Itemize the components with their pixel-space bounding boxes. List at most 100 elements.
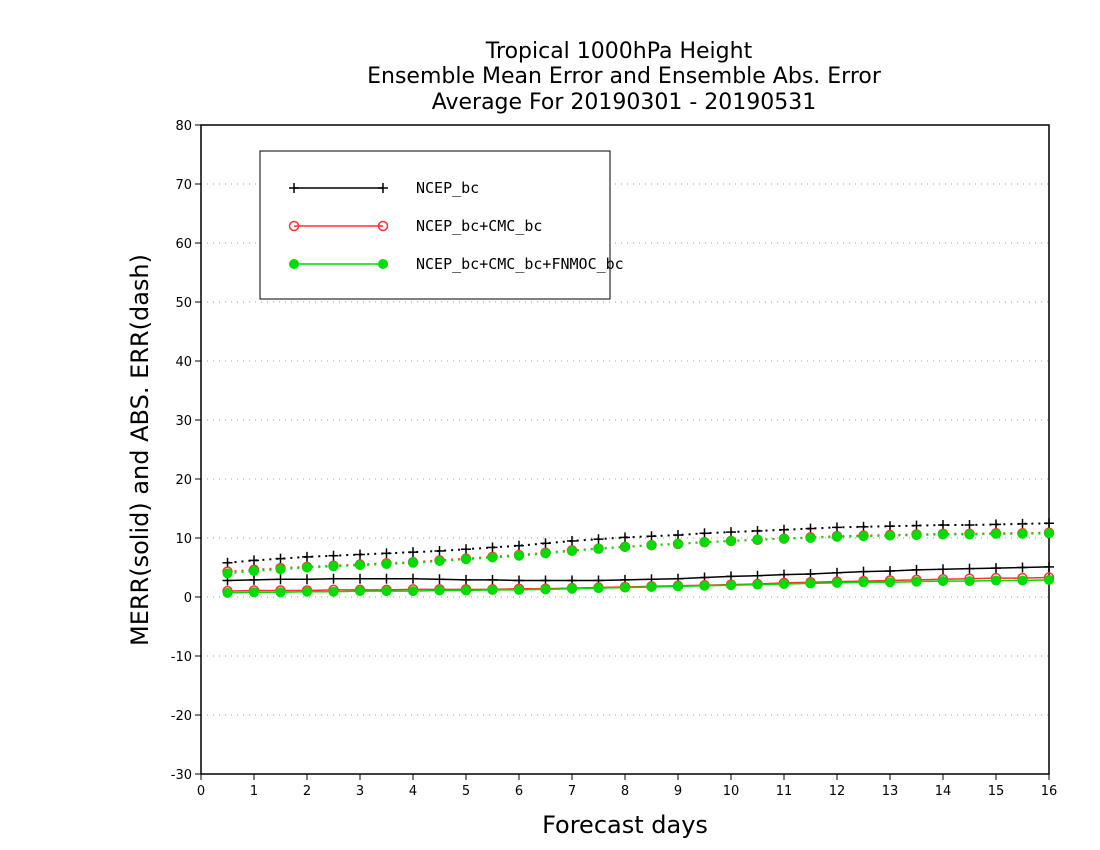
y-tick-label: -20	[171, 709, 192, 724]
data-point	[249, 555, 259, 566]
data-point	[408, 573, 418, 584]
data-point	[381, 558, 392, 569]
y-tick-label: 60	[175, 237, 192, 252]
abs-err-line	[227, 532, 1050, 575]
chart-title-line-3: Average For 20190301 - 20190531	[432, 90, 817, 115]
data-point	[832, 577, 842, 588]
y-tick-label: -10	[171, 650, 192, 665]
data-point	[222, 587, 233, 598]
data-point	[699, 537, 710, 548]
data-point	[328, 550, 339, 561]
data-point	[885, 577, 895, 588]
y-tick-label: 30	[175, 414, 192, 429]
data-point	[222, 568, 233, 579]
data-point	[752, 534, 763, 545]
x-tick-label: 2	[303, 784, 311, 799]
x-tick-label: 7	[568, 784, 576, 799]
x-tick-label: 6	[515, 784, 523, 799]
legend-marker	[289, 183, 299, 193]
data-point	[779, 579, 789, 590]
data-point	[673, 581, 683, 592]
data-point	[249, 587, 259, 598]
data-point	[885, 530, 895, 541]
y-tick-label: 80	[175, 119, 192, 134]
data-point	[991, 519, 1001, 530]
data-point	[752, 525, 763, 536]
data-point	[832, 531, 842, 542]
data-point	[911, 520, 922, 531]
data-point	[593, 534, 604, 545]
data-point	[964, 563, 975, 574]
data-point	[964, 520, 975, 531]
data-point	[567, 535, 577, 546]
data-point	[991, 528, 1001, 539]
data-point	[275, 564, 286, 575]
y-tick-label: 40	[175, 355, 192, 370]
legend-marker	[377, 220, 389, 232]
plot-area	[200, 124, 1050, 775]
data-point	[938, 529, 948, 540]
data-point	[461, 554, 471, 565]
data-point	[275, 574, 286, 585]
data-point	[805, 578, 816, 589]
data-point	[408, 586, 418, 597]
data-point	[752, 579, 763, 590]
x-tick-label: 5	[462, 784, 470, 799]
data-point	[911, 564, 922, 575]
series-1	[222, 527, 1055, 597]
data-point	[858, 531, 869, 542]
data-point	[302, 551, 312, 562]
data-point	[673, 538, 683, 549]
legend-label: NCEP_bc	[416, 179, 479, 197]
data-point	[964, 529, 975, 540]
data-point	[434, 545, 445, 556]
y-tick-label: 20	[175, 473, 192, 488]
data-point	[1017, 562, 1028, 573]
data-point	[911, 576, 922, 587]
y-tick-label: 10	[175, 532, 192, 547]
x-tick-label: 8	[621, 784, 629, 799]
legend-label: NCEP_bc+CMC_bc+FNMOC_bc	[416, 255, 624, 273]
y-tick-label: 0	[184, 591, 192, 606]
data-point	[832, 522, 842, 533]
legend-marker	[288, 220, 300, 232]
data-point	[1044, 518, 1054, 529]
data-point	[461, 574, 471, 585]
data-point	[487, 552, 498, 563]
data-point	[646, 581, 657, 592]
data-point	[911, 530, 922, 541]
abs-err-line	[227, 522, 1050, 564]
data-point	[779, 524, 789, 535]
data-point	[328, 573, 339, 584]
legend-marker	[378, 259, 388, 269]
data-point	[726, 580, 736, 591]
legend-marker	[378, 183, 388, 193]
y-tick-label: 70	[175, 178, 192, 193]
data-point	[699, 580, 710, 591]
data-point	[673, 530, 683, 541]
data-point	[938, 520, 948, 531]
data-point	[408, 547, 418, 558]
data-point	[938, 564, 948, 575]
data-point	[620, 582, 630, 593]
data-point	[620, 541, 630, 552]
x-tick-label: 0	[197, 784, 205, 799]
data-point	[381, 586, 392, 597]
legend: NCEP_bc NCEP_bc+CMC_bc NCEP_bc+CMC_bc+FNMO…	[259, 150, 624, 300]
data-point	[275, 587, 286, 598]
data-point	[858, 521, 869, 532]
data-point	[1044, 561, 1054, 572]
x-tick-label: 13	[882, 784, 899, 799]
data-point	[567, 583, 577, 594]
data-point	[964, 576, 975, 587]
data-point	[858, 577, 869, 588]
data-point	[805, 533, 816, 543]
data-point	[726, 535, 736, 546]
data-point	[222, 557, 233, 568]
data-point	[355, 586, 365, 597]
data-point	[540, 538, 551, 549]
x-tick-label: 11	[776, 784, 793, 799]
data-point	[408, 557, 418, 568]
data-point	[1044, 574, 1054, 585]
